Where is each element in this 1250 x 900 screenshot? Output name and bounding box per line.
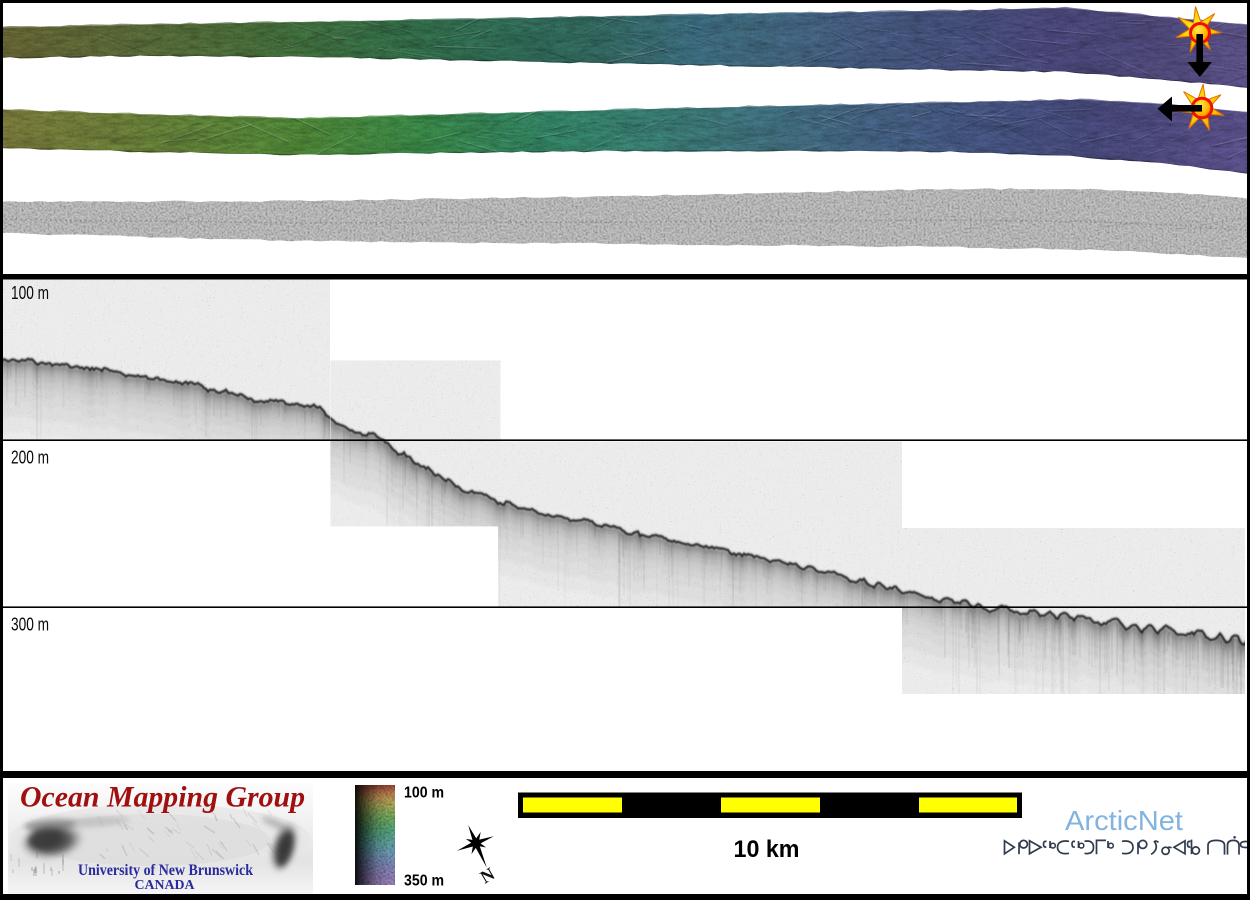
svg-text:200 m: 200 m xyxy=(11,448,49,468)
svg-text:N: N xyxy=(477,864,498,888)
svg-text:CANADA: CANADA xyxy=(135,878,196,893)
svg-text:10 km: 10 km xyxy=(734,836,800,863)
svg-text:100 m: 100 m xyxy=(404,785,444,802)
svg-text:ArcticNet: ArcticNet xyxy=(1065,805,1183,836)
svg-text:300 m: 300 m xyxy=(11,615,49,635)
svg-text:350 m: 350 m xyxy=(404,873,444,890)
svg-text:100 m: 100 m xyxy=(11,283,49,303)
svg-text:University of New Brunswick: University of New Brunswick xyxy=(78,862,253,879)
svg-text:Ocean Mapping Group: Ocean Mapping Group xyxy=(20,781,305,814)
